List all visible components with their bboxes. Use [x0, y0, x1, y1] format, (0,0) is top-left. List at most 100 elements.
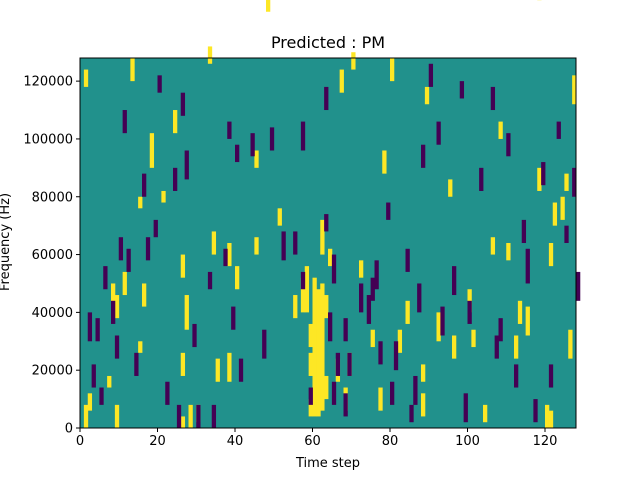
heatmap-cell-high: [421, 393, 426, 417]
heatmap-cell-high: [149, 133, 155, 168]
heatmap-cell-low: [184, 150, 189, 180]
heatmap-cell-high: [312, 277, 317, 417]
heatmap-cell-low: [235, 144, 240, 163]
heatmap-cell-high: [378, 387, 383, 411]
heatmap-cell-low: [467, 300, 472, 324]
heatmap-cell-low: [281, 231, 286, 261]
heatmap-cell-high: [138, 341, 143, 353]
heatmap-cell-low: [378, 341, 383, 365]
y-axis-label: Frequency (Hz): [0, 193, 13, 291]
heatmap-cell-low: [347, 352, 352, 376]
heatmap-cell-low: [413, 375, 418, 405]
heatmap-cell-high: [180, 254, 186, 278]
heatmap-cell-low: [328, 312, 333, 342]
heatmap-cell-high: [498, 121, 503, 139]
heatmap-cell-high: [308, 323, 313, 348]
heatmap-cell-high: [328, 248, 333, 267]
heatmap-cell-high: [564, 173, 569, 191]
heatmap-cell-high: [324, 375, 329, 400]
heatmap-cell-high: [339, 69, 344, 93]
heatmap-cell-low: [87, 312, 93, 342]
heatmap-cell-low: [126, 248, 131, 272]
x-tick-label: 40: [227, 434, 244, 449]
heatmap-cell-low: [300, 271, 306, 290]
heatmap-cell-low: [409, 404, 414, 423]
heatmap-cell-low: [118, 237, 124, 261]
heatmap-cell-low: [145, 237, 151, 261]
heatmap-cell-high: [452, 335, 457, 359]
heatmap-cell-high: [207, 46, 213, 64]
y-tick-label: 20000: [32, 364, 73, 379]
heatmap-cell-low: [153, 219, 158, 238]
x-tick-label: 60: [304, 434, 321, 449]
heatmap-cell-high: [293, 295, 298, 319]
heatmap-cell-high: [506, 243, 511, 261]
heatmap-cell-low: [173, 167, 178, 191]
y-tick-label: 60000: [32, 248, 73, 263]
heatmap-cell-high: [180, 416, 186, 428]
heatmap-cell-low: [207, 271, 213, 290]
heatmap-cell-low: [335, 352, 341, 376]
heatmap-cell-high: [227, 352, 232, 382]
heatmap-cell-low: [436, 121, 441, 145]
heatmap-cell-high: [436, 312, 441, 342]
x-tick-label: 80: [382, 434, 399, 449]
heatmap-cell-high: [254, 237, 259, 255]
heatmap-cell-high: [382, 150, 387, 174]
plot-frame: [79, 57, 577, 429]
heatmap-cell-low: [463, 393, 468, 423]
x-tick-label: 20: [149, 434, 166, 449]
heatmap-cell-low: [165, 381, 170, 405]
heatmap-cell-low: [211, 404, 217, 429]
heatmap-cell-high: [173, 110, 178, 134]
heatmap-cell-low: [308, 387, 313, 405]
heatmap-cell-high: [235, 266, 240, 290]
heatmap-cell-high: [188, 404, 193, 429]
heatmap-cell-high: [421, 364, 426, 382]
heatmap-cell-low: [91, 364, 96, 388]
heatmap-cell-high: [370, 329, 375, 348]
heatmap-cell-low: [231, 306, 236, 330]
heatmap-cell-low: [111, 300, 116, 324]
heatmap-cell-high: [424, 86, 430, 105]
heatmap-cell-low: [293, 231, 298, 255]
heatmap-cell-high: [83, 404, 89, 429]
heatmap-cell-low: [386, 202, 391, 220]
heatmap-cell-low: [514, 364, 519, 388]
heatmap-cell-low: [343, 318, 348, 342]
heatmap-cell-low: [541, 162, 546, 186]
heatmap-cell-high: [211, 231, 217, 255]
heatmap-cell-low: [506, 133, 511, 157]
heatmap-cell-low: [498, 318, 503, 342]
heatmap-cell-low: [262, 329, 267, 359]
heatmap-cell-high: [180, 352, 186, 376]
heatmap-cell-high: [254, 150, 259, 168]
heatmap-cell-low: [180, 92, 186, 116]
heatmap-cell-low: [452, 266, 457, 296]
heatmap-cell-high: [304, 266, 310, 313]
heatmap-cell-low: [459, 81, 465, 99]
heatmap-cell-high: [572, 75, 577, 105]
heatmap-cell-low: [238, 358, 244, 382]
heatmap-cell-low: [176, 404, 182, 429]
heatmap-cell-high: [397, 329, 403, 353]
heatmap-cell-low: [95, 318, 100, 342]
y-tick-label: 40000: [32, 306, 73, 321]
heatmap-cell-high: [560, 196, 565, 220]
heatmap-cell-low: [494, 335, 499, 359]
heatmap-cell-low: [564, 225, 569, 243]
heatmap-cell-low: [374, 260, 379, 290]
chart-title: Predicted : PM: [271, 33, 385, 52]
y-axis: 0 20000 40000 60000 80000 100000 120000: [23, 75, 80, 437]
heatmap-cell-low: [157, 75, 162, 93]
heatmap-cell-low: [324, 214, 329, 232]
heatmap-cell-low: [390, 381, 395, 405]
heatmap-cell-high: [359, 260, 364, 278]
heatmap-cell-low: [533, 399, 538, 423]
heatmap-cell-high: [568, 329, 573, 359]
heatmap-cell-low: [331, 254, 337, 284]
heatmap-cell-high: [552, 202, 558, 226]
heatmap-cell-high: [405, 300, 410, 324]
heatmap-cell-low: [359, 283, 364, 313]
heatmap-cell-high: [525, 306, 530, 336]
